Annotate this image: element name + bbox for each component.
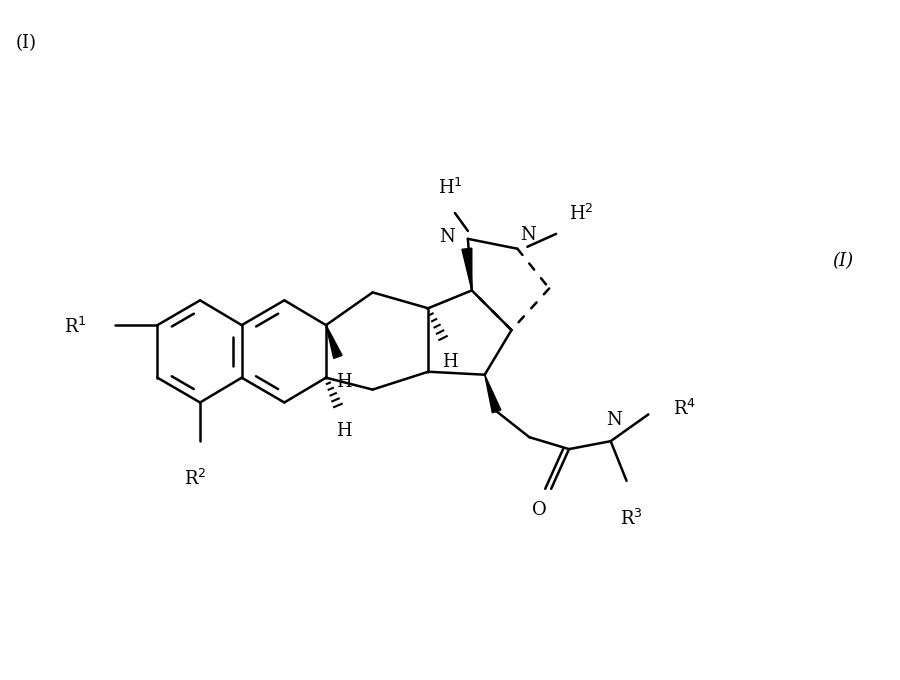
Text: H: H bbox=[336, 422, 352, 441]
Text: N: N bbox=[520, 226, 536, 244]
Text: (I): (I) bbox=[832, 252, 853, 270]
Text: N: N bbox=[439, 228, 455, 246]
Text: O: O bbox=[532, 500, 546, 519]
Text: H$^2$: H$^2$ bbox=[569, 204, 594, 224]
Text: N: N bbox=[606, 411, 622, 429]
Polygon shape bbox=[462, 248, 472, 290]
Text: (I): (I) bbox=[15, 35, 37, 52]
Text: H$^1$: H$^1$ bbox=[437, 178, 463, 198]
Text: R$^2$: R$^2$ bbox=[184, 469, 206, 489]
Polygon shape bbox=[485, 375, 501, 413]
Text: H: H bbox=[336, 373, 352, 391]
Text: R$^4$: R$^4$ bbox=[673, 399, 697, 420]
Polygon shape bbox=[326, 325, 342, 358]
Text: R$^3$: R$^3$ bbox=[620, 509, 643, 529]
Text: H: H bbox=[442, 353, 458, 371]
Text: R$^1$: R$^1$ bbox=[65, 317, 87, 337]
